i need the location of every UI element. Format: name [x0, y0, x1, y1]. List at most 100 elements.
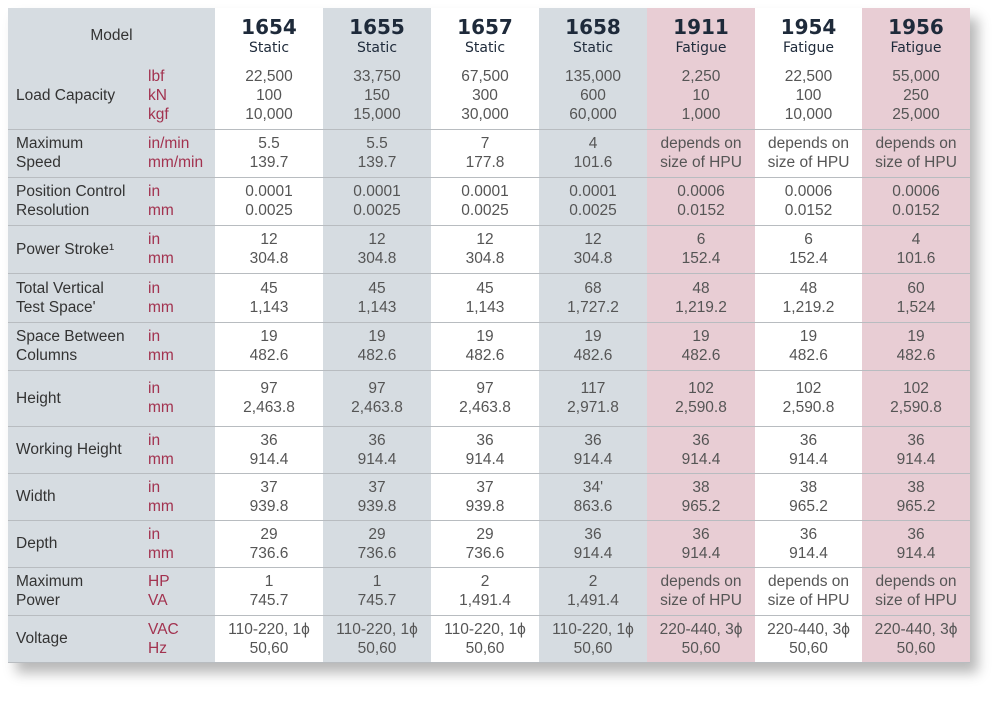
- spec-cell: 0.0001 0.0025: [323, 177, 431, 226]
- cell-value: 745.7: [357, 592, 397, 609]
- spec-cell: 7 177.8: [431, 129, 539, 178]
- spec-cell: 29 736.6: [431, 520, 539, 568]
- spec-row: Total Vertical Test Space' in mm 45 1,143 45 1,…: [8, 273, 970, 323]
- model-heading: Model: [8, 8, 215, 63]
- cell-value: 1,143: [357, 298, 397, 316]
- cell-value: 19: [476, 328, 494, 345]
- cell-value: 29: [260, 525, 278, 543]
- cell-value: depends on: [875, 573, 957, 590]
- cell-value: size of HPU: [875, 592, 957, 609]
- cell-value: 4: [588, 135, 598, 152]
- spec-cell: 2,250 10 1,000: [647, 63, 755, 130]
- cell-value: 101.6: [573, 154, 613, 171]
- cell-value: 36: [907, 525, 925, 543]
- cell-value: 152.4: [789, 250, 828, 267]
- cell-value: 914.4: [789, 544, 828, 562]
- cell-value: 36: [799, 431, 818, 449]
- row-label-line: Width: [16, 488, 56, 505]
- cell-value: 36: [260, 431, 278, 449]
- cell-value: 4: [911, 231, 921, 248]
- spec-cell: 1 745.7: [323, 567, 431, 616]
- cell-value: 50,60: [465, 639, 505, 657]
- spec-row: Working Height in mm 36 914.4 36 914.4 36 914.4 3…: [8, 426, 970, 474]
- spec-cell: depends on size of HPU: [755, 129, 862, 178]
- cell-value: 55,000: [892, 68, 940, 86]
- cell-value: 1,491.4: [459, 592, 511, 609]
- cell-value: 22,500: [784, 68, 833, 86]
- model-number: 1911: [673, 14, 729, 39]
- unit-label: in: [148, 231, 161, 248]
- cell-value: 914.4: [789, 450, 828, 468]
- model-header-1655: 1655 Static: [323, 8, 431, 63]
- row-label: Height: [8, 370, 148, 427]
- cell-value: 110-220, 1ϕ: [552, 620, 634, 638]
- cell-value: 36: [692, 431, 710, 449]
- spec-cell: 36 914.4: [539, 426, 647, 474]
- cell-value: depends on: [767, 135, 850, 152]
- model-type: Static: [248, 39, 290, 56]
- spec-cell: 22,500 100 10,000: [215, 63, 323, 130]
- cell-value: 736.6: [249, 544, 289, 562]
- cell-value: depends on: [767, 573, 850, 590]
- unit-label: mm: [148, 497, 174, 515]
- row-units: in mm: [148, 370, 215, 427]
- row-label-line: Power Stroke¹: [16, 240, 115, 258]
- row-label-line: Depth: [16, 535, 58, 552]
- cell-value: 22,500: [245, 68, 293, 86]
- model-type: Fatigue: [890, 39, 942, 56]
- spec-cell: 5.5 139.7: [215, 129, 323, 178]
- cell-value: 736.6: [357, 544, 397, 562]
- cell-value: 482.6: [465, 347, 505, 364]
- cell-value: 2,590.8: [782, 399, 835, 416]
- unit-label: in: [148, 279, 161, 297]
- spec-cell: 12 304.8: [539, 225, 647, 274]
- spec-cell: 55,000 250 25,000: [862, 63, 970, 130]
- spec-cell: 36 914.4: [539, 520, 647, 568]
- spec-cell: 29 736.6: [215, 520, 323, 568]
- row-label-line: Test Space': [16, 298, 96, 316]
- row-label: Maximum Speed: [8, 129, 148, 178]
- model-type: Fatigue: [675, 39, 727, 56]
- row-units: in mm: [148, 426, 215, 474]
- unit-label: VA: [148, 592, 168, 609]
- cell-value: 48: [799, 279, 818, 297]
- cell-value: 482.6: [357, 347, 397, 364]
- cell-value: 6: [696, 231, 706, 248]
- cell-value: 135,000: [564, 68, 622, 86]
- cell-value: 15,000: [353, 106, 401, 124]
- row-units: lbf kN kgf: [148, 63, 215, 130]
- unit-label: mm: [148, 450, 174, 468]
- spec-cell: 110-220, 1ϕ 50,60: [215, 615, 323, 663]
- cell-value: 914.4: [573, 450, 613, 468]
- model-number: 1655: [349, 14, 405, 39]
- cell-value: 2,590.8: [675, 399, 727, 416]
- cell-value: size of HPU: [767, 154, 850, 171]
- cell-value: 177.8: [465, 154, 505, 171]
- unit-label: mm: [148, 298, 174, 316]
- cell-value: 97: [368, 380, 386, 397]
- unit-label: in: [148, 431, 161, 449]
- cell-value: 304.8: [465, 250, 505, 267]
- spec-cell: 36 914.4: [647, 426, 755, 474]
- cell-value: 45: [260, 279, 278, 297]
- cell-value: 29: [368, 525, 386, 543]
- unit-label: HP: [148, 573, 170, 590]
- row-label: Voltage: [8, 615, 148, 663]
- cell-value: 939.8: [465, 497, 505, 515]
- cell-value: 10,000: [245, 106, 293, 124]
- spec-cell: 12 304.8: [431, 225, 539, 274]
- unit-label: mm: [148, 202, 174, 219]
- spec-cell: 36 914.4: [431, 426, 539, 474]
- cell-value: 300: [472, 87, 498, 105]
- spec-row: Depth in mm 29 736.6 29 736.6 29 736.6 36 914.4 36 9…: [8, 520, 970, 568]
- unit-label: mm: [148, 544, 174, 562]
- cell-value: 12: [476, 231, 494, 248]
- cell-value: 38: [907, 478, 925, 496]
- cell-value: 965.2: [896, 497, 936, 515]
- cell-value: 29: [476, 525, 494, 543]
- spec-cell: 12 304.8: [215, 225, 323, 274]
- row-label: Position Control Resolution: [8, 177, 148, 226]
- cell-value: 5.5: [366, 135, 388, 152]
- row-label-line: Space Between: [16, 328, 125, 345]
- spec-cell: 34' 863.6: [539, 473, 647, 521]
